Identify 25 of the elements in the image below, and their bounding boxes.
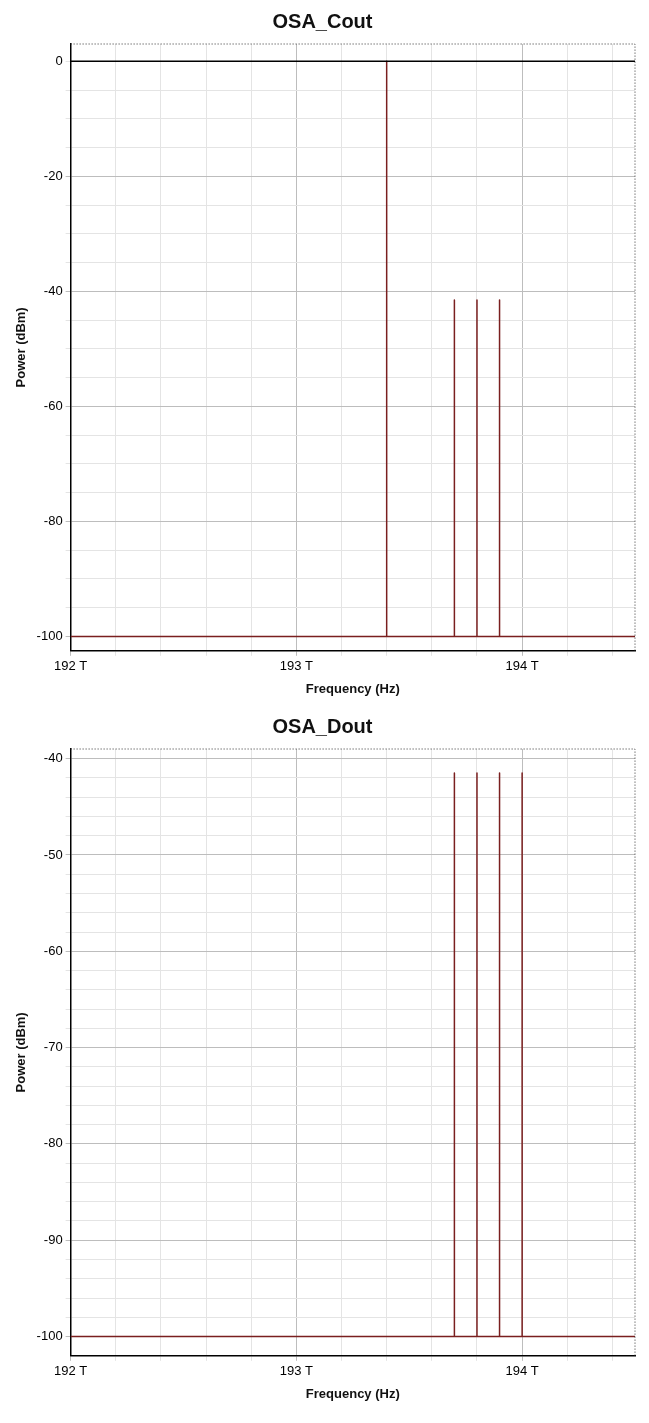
y-axis-title: Power (dBm) [13, 307, 29, 388]
y-tick-label: -80 [43, 1135, 63, 1151]
y-tick-label: -50 [43, 846, 63, 862]
y-tick-label: -20 [43, 167, 63, 183]
chart-title: OSA_Cout [272, 9, 373, 32]
y-tick-label: -80 [43, 512, 63, 528]
y-tick-label: -100 [36, 1328, 63, 1344]
x-tick-label: 194 T [505, 658, 539, 674]
y-tick-label: -60 [43, 942, 63, 958]
y-tick-label: 0 [55, 52, 63, 68]
y-tick-label: -70 [43, 1039, 63, 1055]
y-tick-label: -60 [43, 397, 63, 413]
x-tick-label: 192 T [54, 658, 88, 674]
x-tick-label: 193 T [279, 1363, 313, 1379]
chart-title: OSA_Dout [272, 714, 373, 737]
y-tick-label: -90 [43, 1231, 63, 1247]
y-tick-label: -100 [36, 628, 63, 643]
y-tick-label: -40 [43, 282, 63, 298]
x-tick-label: 192 T [54, 1363, 88, 1379]
x-axis-title: Frequency (Hz) [305, 680, 400, 696]
y-tick-label: -40 [43, 750, 63, 766]
x-axis-title: Frequency (Hz) [305, 1385, 400, 1401]
x-tick-label: 194 T [505, 1363, 539, 1379]
y-axis-title: Power (dBm) [13, 1012, 29, 1093]
x-tick-label: 193 T [279, 658, 313, 674]
